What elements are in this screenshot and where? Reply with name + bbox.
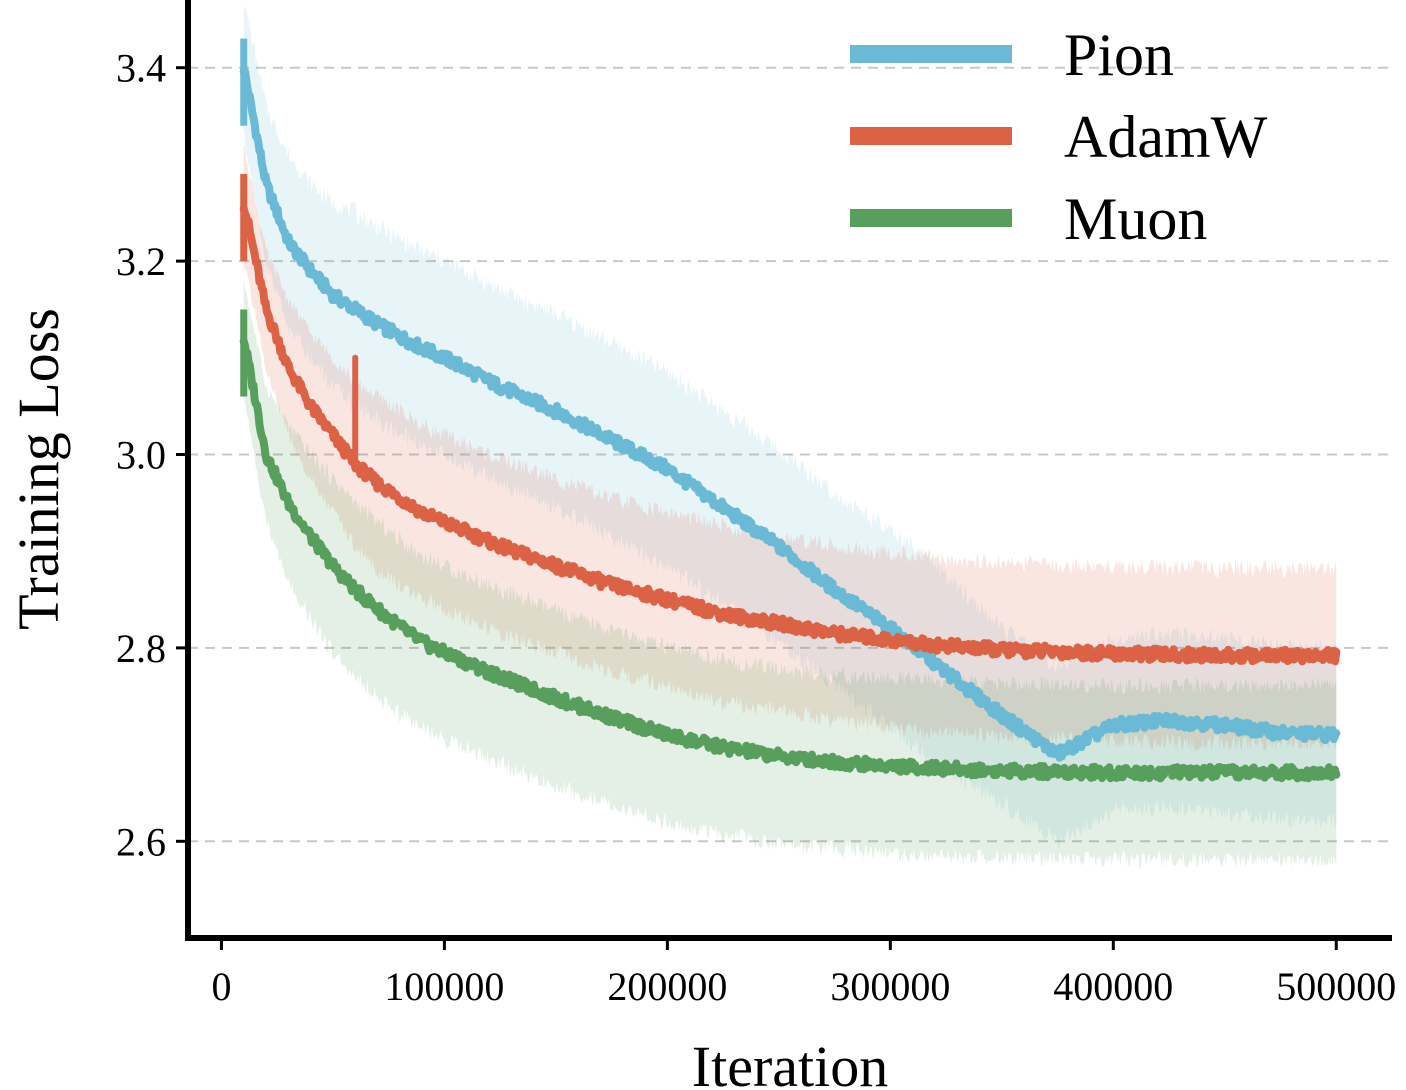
legend-label-muon: Muon <box>1064 186 1207 252</box>
x-axis-title: Iteration <box>692 1034 888 1090</box>
x-tick-label: 300000 <box>830 964 950 1009</box>
x-tick-label: 500000 <box>1276 964 1396 1009</box>
legend-label-adamw: AdamW <box>1064 104 1268 170</box>
line-muon <box>239 337 1341 783</box>
band-adamw <box>243 145 1337 752</box>
legend: Pion AdamW Muon <box>850 22 1268 252</box>
y-tick-label: 3.2 <box>116 239 166 284</box>
axes <box>176 0 1392 950</box>
y-tick-label: 3.0 <box>116 432 166 477</box>
legend-label-pion: Pion <box>1064 22 1174 88</box>
tick-labels: 2.6 2.8 3.0 3.2 3.4 0 100000 200000 300000 400000… <box>116 46 1396 1009</box>
x-tick-label: 100000 <box>384 964 504 1009</box>
x-tick-label: 400000 <box>1053 964 1173 1009</box>
line-adamw <box>239 204 1341 666</box>
line-pion <box>239 67 1341 762</box>
y-tick-label: 3.4 <box>116 46 166 91</box>
y-tick-label: 2.6 <box>116 819 166 864</box>
band-muon <box>243 275 1337 869</box>
y-axis-title: Training Loss <box>6 308 71 630</box>
series-lines <box>239 38 1341 783</box>
x-tick-label: 200000 <box>607 964 727 1009</box>
x-tick-label: 0 <box>211 964 231 1009</box>
y-tick-label: 2.8 <box>116 626 166 671</box>
